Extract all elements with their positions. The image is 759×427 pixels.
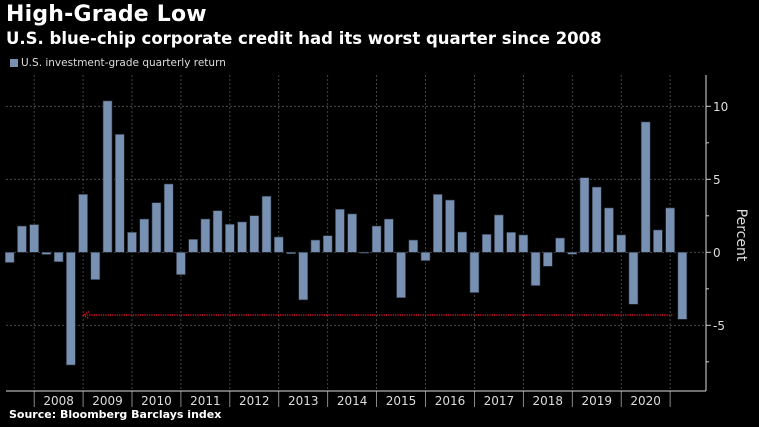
legend: U.S. investment-grade quarterly return xyxy=(10,57,226,69)
bar-2011Q2 xyxy=(200,218,211,253)
bar-2013Q3 xyxy=(310,239,321,253)
bar-2019Q3 xyxy=(604,207,614,253)
bar-2008Q4 xyxy=(78,194,88,253)
x-tick-label: 2019 xyxy=(581,394,612,408)
bar-2007Q2 xyxy=(4,252,15,263)
bar-2014Q3 xyxy=(359,252,370,254)
bar-2016Q4 xyxy=(469,252,480,293)
x-tick-label: 2011 xyxy=(190,394,221,408)
bar-2008Q3 xyxy=(66,252,76,366)
y-axis-label: Percent xyxy=(733,209,749,262)
bar-2016Q2 xyxy=(445,199,455,253)
x-tick-label: 2016 xyxy=(435,394,466,408)
bar-2020Q2 xyxy=(640,121,651,253)
x-tick-label: 2017 xyxy=(484,394,515,408)
y-tick-label: 0 xyxy=(713,246,721,260)
bar-2010Q4 xyxy=(176,252,186,275)
bar-2017Q4 xyxy=(518,234,529,253)
x-tick-label: 2018 xyxy=(533,394,564,408)
bar-2014Q1 xyxy=(335,208,345,253)
bar-2010Q3 xyxy=(163,183,174,253)
bar-2018Q3 xyxy=(555,237,565,253)
bar-2019Q2 xyxy=(591,186,602,253)
bar-2018Q4 xyxy=(567,252,578,255)
bar-2015Q1 xyxy=(384,218,394,253)
bar-2018Q1 xyxy=(530,252,541,286)
x-tick-label: 2013 xyxy=(288,394,319,408)
bar-2012Q2 xyxy=(249,215,260,253)
bar-2017Q3 xyxy=(506,231,516,253)
x-tick-label: 2014 xyxy=(337,394,368,408)
x-tick-label: 2012 xyxy=(239,394,270,408)
y-tick-label: 10 xyxy=(713,100,728,114)
bar-2013Q1 xyxy=(286,252,296,255)
bar-2017Q1 xyxy=(481,234,492,253)
bar-2011Q1 xyxy=(188,239,198,253)
bar-2014Q4 xyxy=(371,225,382,253)
bar-2016Q3 xyxy=(457,231,468,253)
bar-2009Q1 xyxy=(90,252,101,280)
chart-title: High-Grade Low xyxy=(6,2,207,27)
bar-2007Q3 xyxy=(17,225,27,253)
bar-2020Q1 xyxy=(628,252,639,305)
bar-2009Q2 xyxy=(102,100,113,253)
x-tick-label: 2010 xyxy=(141,394,172,408)
bar-2020Q4 xyxy=(665,207,675,253)
bar-2018Q2 xyxy=(543,252,553,267)
chart-subtitle: U.S. blue-chip corporate credit had its … xyxy=(6,29,602,48)
x-tick-label: 2015 xyxy=(386,394,417,408)
bar-2013Q4 xyxy=(322,235,333,253)
bar-2011Q4 xyxy=(225,223,235,253)
bar-2010Q1 xyxy=(139,218,150,253)
bar-2015Q2 xyxy=(396,252,406,299)
bar-2015Q3 xyxy=(408,239,419,253)
bar-2014Q2 xyxy=(347,213,357,253)
bar-2019Q4 xyxy=(616,234,627,253)
annotation-arrow-head-icon xyxy=(81,311,90,320)
bar-2020Q3 xyxy=(653,229,663,253)
bar-2010Q2 xyxy=(151,202,162,253)
x-tick-label: 2020 xyxy=(630,394,661,408)
x-tick-label: 2009 xyxy=(92,394,123,408)
bar-2008Q1 xyxy=(41,252,52,255)
bar-2009Q4 xyxy=(127,231,137,253)
bar-2008Q2 xyxy=(53,252,64,263)
bar-2013Q2 xyxy=(298,252,309,301)
x-tick-label: 2008 xyxy=(43,394,74,408)
bar-2012Q4 xyxy=(273,236,284,253)
bar-2019Q1 xyxy=(579,177,590,253)
bar-2007Q4 xyxy=(29,224,39,253)
bar-2012Q1 xyxy=(237,221,247,253)
bar-2009Q3 xyxy=(114,134,125,253)
legend-label: U.S. investment-grade quarterly return xyxy=(21,57,226,69)
bar-2016Q1 xyxy=(432,194,443,253)
y-tick-label: 5 xyxy=(713,173,721,187)
bar-2012Q3 xyxy=(261,195,272,253)
y-tick-label: -5 xyxy=(713,319,725,333)
bar-2017Q2 xyxy=(494,214,504,253)
bar-2021Q1 xyxy=(677,252,688,320)
legend-swatch xyxy=(10,59,18,67)
source-note: Source: Bloomberg Barclays index xyxy=(9,408,222,421)
bar-2015Q4 xyxy=(420,252,431,261)
bar-2011Q3 xyxy=(212,210,223,253)
